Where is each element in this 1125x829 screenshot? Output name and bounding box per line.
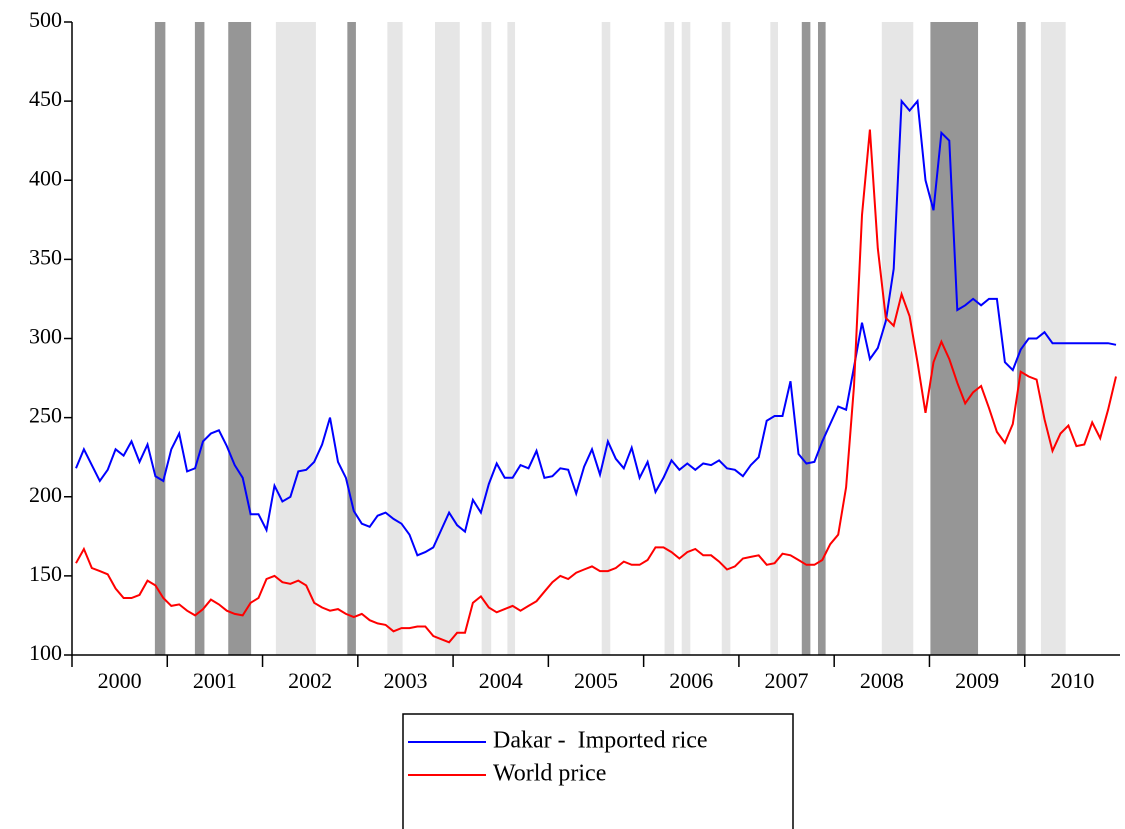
legend-box — [402, 713, 794, 829]
shaded-band — [194, 22, 205, 655]
y-tick-label: 300 — [29, 324, 62, 349]
shaded-band — [801, 22, 811, 655]
legend-label: Dakar - Imported rice — [493, 728, 708, 754]
x-tick-label: 2010 — [1050, 668, 1094, 693]
shaded-band — [1017, 22, 1026, 655]
series-line — [75, 98, 1117, 557]
y-tick-label: 350 — [29, 244, 62, 269]
shaded-band — [387, 22, 403, 655]
x-tick-label: 2005 — [574, 668, 618, 693]
y-tick-label: 500 — [29, 7, 62, 32]
shaded-band — [434, 22, 460, 655]
y-tick-label: 400 — [29, 165, 62, 190]
shaded-band — [930, 22, 979, 655]
shaded-band — [154, 22, 166, 655]
shaded-band — [664, 22, 675, 655]
shaded-band — [228, 22, 252, 655]
shaded-band — [347, 22, 356, 655]
x-tick-label: 2001 — [193, 668, 237, 693]
y-tick-label: 250 — [29, 403, 62, 428]
legend-label: World price — [493, 761, 606, 787]
shaded-band — [721, 22, 731, 655]
shaded-band — [481, 22, 492, 655]
x-tick-label: 2000 — [98, 668, 142, 693]
shaded-band — [681, 22, 691, 655]
y-tick-label: 100 — [29, 640, 62, 665]
shaded-band — [601, 22, 611, 655]
axis-frame — [71, 22, 1120, 656]
x-tick-label: 2003 — [383, 668, 427, 693]
shaded-band — [275, 22, 316, 655]
shaded-band — [881, 22, 914, 655]
series-line — [75, 129, 1117, 644]
x-tick-label: 2007 — [765, 668, 809, 693]
x-tick-label: 2008 — [860, 668, 904, 693]
shaded-band — [1040, 22, 1066, 655]
y-tick-label: 200 — [29, 482, 62, 507]
shaded-band — [817, 22, 826, 655]
x-tick-label: 2006 — [669, 668, 713, 693]
shaded-band — [770, 22, 778, 655]
x-tick-label: 2009 — [955, 668, 999, 693]
shaded-band — [507, 22, 516, 655]
x-tick-label: 2002 — [288, 668, 332, 693]
y-tick-label: 450 — [29, 86, 62, 111]
x-tick-label: 2004 — [479, 668, 523, 693]
y-tick-label: 150 — [29, 561, 62, 586]
